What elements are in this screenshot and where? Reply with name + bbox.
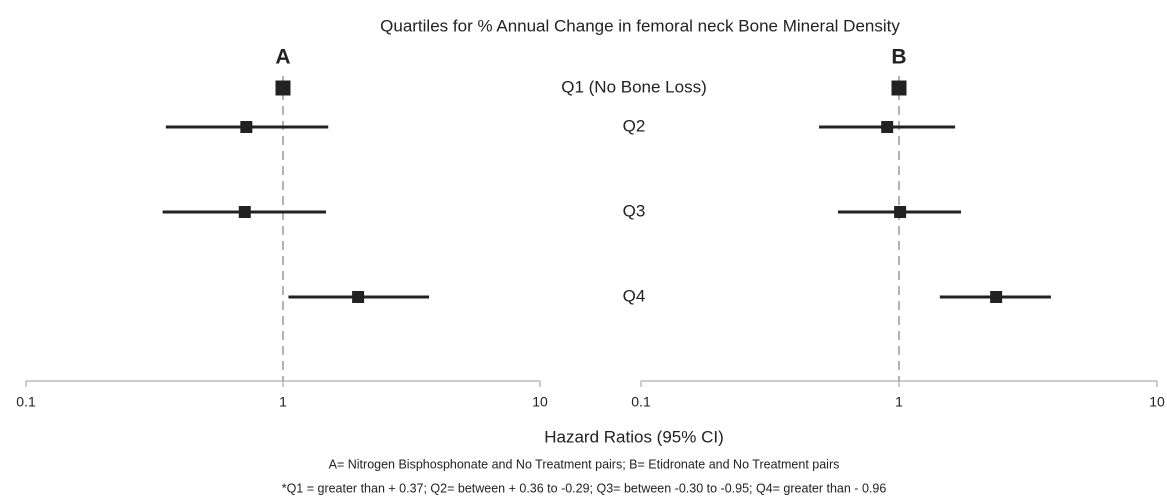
x-tick-label: 0.1 bbox=[16, 394, 36, 410]
point-estimate bbox=[894, 206, 907, 218]
x-tick-label: 10 bbox=[1149, 394, 1165, 410]
note: *Q1 = greater than + 0.37; Q2= between +… bbox=[282, 481, 887, 495]
x-tick-label: 10 bbox=[532, 394, 548, 410]
panel-label: B bbox=[891, 46, 906, 69]
point-estimate bbox=[881, 121, 894, 133]
row-label: Q1 (No Bone Loss) bbox=[561, 77, 707, 96]
point-estimate bbox=[240, 121, 253, 133]
row-label: Q4 bbox=[623, 286, 646, 305]
x-tick-label: 1 bbox=[279, 394, 287, 410]
x-tick-label: 1 bbox=[895, 394, 903, 410]
point-estimate bbox=[275, 80, 291, 96]
x-axis-label: Hazard Ratios (95% CI) bbox=[544, 427, 724, 446]
row-label: Q2 bbox=[623, 116, 646, 135]
row-label: Q3 bbox=[623, 201, 646, 220]
x-tick-label: 0.1 bbox=[631, 394, 651, 410]
point-estimate bbox=[990, 291, 1003, 303]
point-estimate bbox=[891, 80, 907, 96]
note: A= Nitrogen Bisphosphonate and No Treatm… bbox=[329, 457, 840, 471]
panel-label: A bbox=[275, 46, 290, 69]
point-estimate bbox=[238, 206, 251, 218]
chart-title: Quartiles for % Annual Change in femoral… bbox=[380, 16, 900, 35]
point-estimate bbox=[352, 291, 365, 303]
